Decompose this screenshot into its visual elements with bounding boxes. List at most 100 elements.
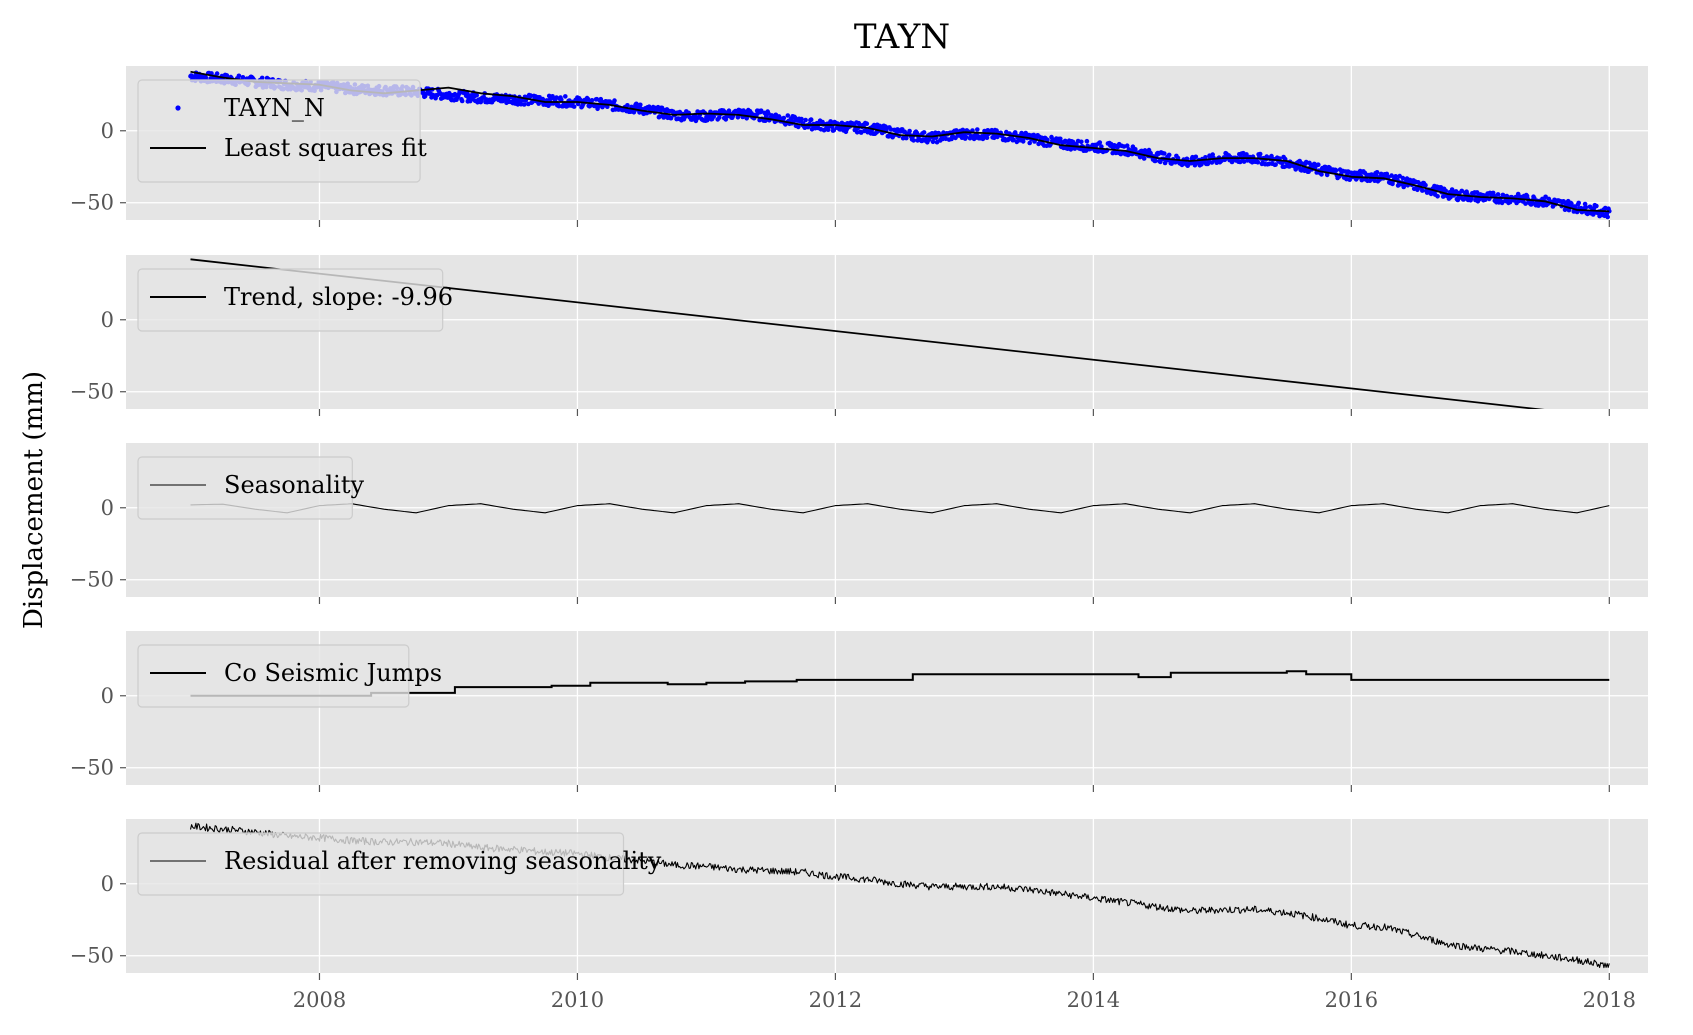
data-point [975,127,980,132]
y-tick-label: 0 [101,119,114,143]
data-point [1333,168,1339,173]
data-point [1420,188,1425,193]
data-point [668,115,674,121]
data-point [907,128,912,134]
legend: Residual after removing seasonality [137,832,662,896]
x-tick-label: 2018 [1583,988,1636,1012]
data-point [1319,172,1324,177]
data-point [1188,161,1194,166]
data-point [1316,162,1321,167]
y-tick-label: −50 [70,191,114,215]
data-point [799,116,804,122]
chart-title: TAYN [854,17,950,57]
data-point [563,94,568,99]
data-point [1020,139,1026,144]
y-tick-label: 0 [101,684,114,708]
panel-trend: 0 −50 Trend, slope: -9.96 [70,255,1648,416]
data-point [634,101,639,107]
data-point [459,98,465,104]
data-point [984,135,990,140]
data-point [1166,152,1172,158]
data-point [930,139,936,145]
data-point [1273,162,1278,167]
data-point [224,73,230,78]
data-point [571,104,577,109]
data-point [1389,173,1394,178]
legend: Seasonality [137,456,364,520]
legend-frame [137,268,444,332]
data-point [1443,188,1448,194]
data-point [758,108,764,113]
data-point [1133,147,1138,152]
data-point [625,103,630,108]
data-point [785,113,791,118]
data-point [1162,151,1167,156]
data-point [717,115,722,120]
panel-coseismic: 0 −50 Co Seismic Jumps [70,631,1648,792]
legend-frame [137,644,410,708]
data-point [864,121,870,126]
legend-label: Seasonality [224,471,364,499]
x-tick-label: 2008 [293,988,346,1012]
y-tick-label: −50 [70,756,114,780]
data-point [259,75,265,81]
data-point [1499,200,1505,206]
data-point [825,127,831,132]
data-point [803,117,808,123]
data-point [796,124,801,130]
data-point [521,102,527,107]
x-tick-label: 2016 [1325,988,1378,1012]
data-point [1255,160,1261,165]
data-point [911,138,916,143]
series-seasonality [190,503,1610,514]
data-point [631,110,637,115]
legend-frame [137,832,625,896]
x-tick-label: 2014 [1067,988,1120,1012]
data-point [711,114,716,119]
data-point [1257,151,1263,157]
data-point [1400,175,1406,181]
data-point [1374,170,1380,175]
plot-background [126,443,1648,597]
y-tick-label: −50 [70,380,114,404]
legend-label: Trend, slope: -9.96 [224,283,453,311]
data-point [1237,159,1243,165]
data-point [831,128,837,133]
y-axis-label: Displacement (mm) [19,371,49,629]
legend-label: Least squares fit [224,134,427,162]
legend: TAYN_N Least squares fit [137,79,427,183]
data-point [1058,136,1063,142]
legend-label: TAYN_N [224,94,325,122]
data-point [781,115,787,121]
data-point [960,127,966,133]
y-tick-label: 0 [101,308,114,332]
legend: Trend, slope: -9.96 [137,268,453,332]
data-point [1279,160,1285,166]
y-tick-label: −50 [70,568,114,592]
series-layer [190,670,1610,697]
data-point [559,97,564,102]
data-point [638,102,643,108]
data-point [1594,203,1599,209]
data-point [1153,158,1158,164]
legend-frame [137,456,353,520]
data-point [1062,138,1068,144]
data-point [921,130,927,135]
subplot-stack: 0 −50 TAYN_N Least squares fit 0 −50 Trend, sl… [70,66,1648,1012]
data-point [1141,156,1147,161]
x-tick-label: 2010 [551,988,604,1012]
data-point [1423,183,1428,188]
data-point [1203,155,1208,160]
panel-observed: 0 −50 TAYN_N Least squares fit [70,66,1648,227]
data-point [1583,205,1589,210]
data-point [1124,143,1130,148]
data-point [1179,162,1185,168]
x-tick-label: 2012 [809,988,862,1012]
data-point [240,75,246,80]
data-point [904,135,909,141]
y-tick-label: −50 [70,944,114,968]
data-point [808,117,814,122]
data-point [1079,139,1084,145]
data-point [735,115,741,120]
